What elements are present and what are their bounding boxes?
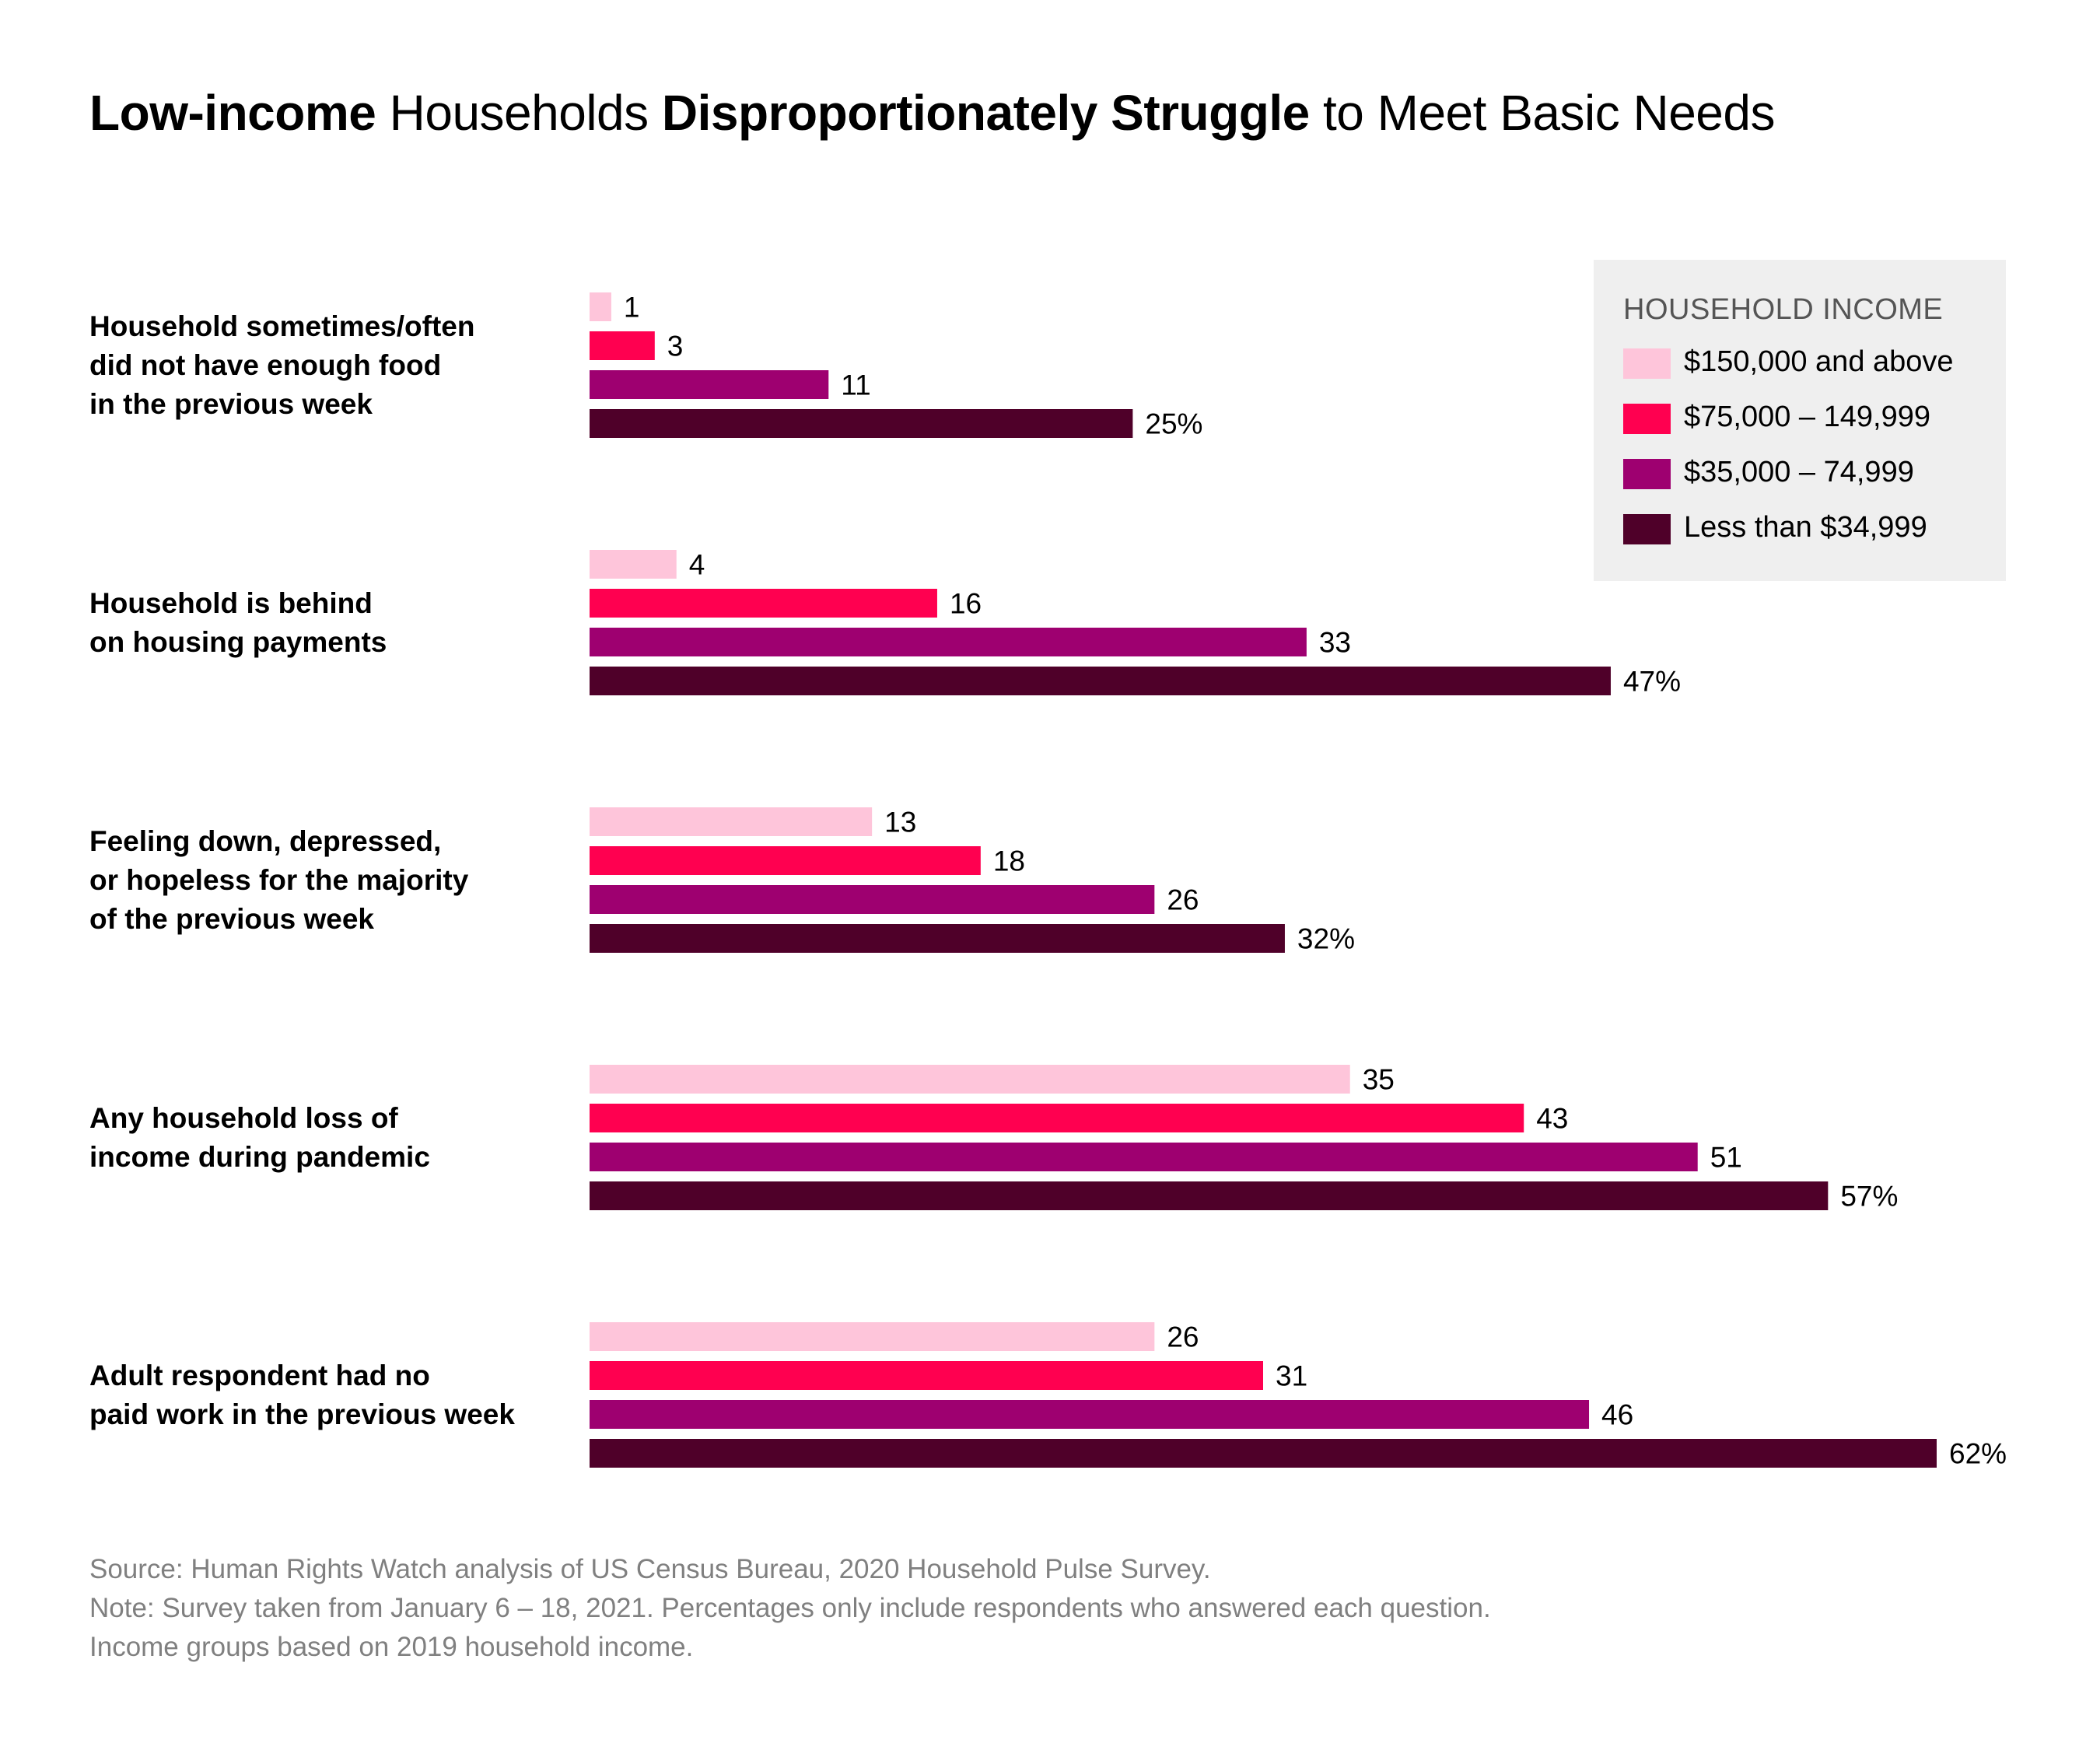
bar xyxy=(590,924,1285,953)
bar xyxy=(590,1143,1698,1171)
category-label-line: Feeling down, depressed, xyxy=(89,824,442,857)
category-label-line: on housing payments xyxy=(89,625,387,658)
source-note: Source: Human Rights Watch analysis of U… xyxy=(89,1554,1211,1584)
category-label-line: did not have enough food xyxy=(89,348,442,381)
legend-swatch xyxy=(1623,404,1671,434)
data-label: 46 xyxy=(1601,1399,1633,1431)
data-label: 31 xyxy=(1276,1360,1307,1392)
data-label: 32% xyxy=(1297,923,1355,955)
legend-label: Less than $34,999 xyxy=(1684,511,1927,544)
legend-title: HOUSEHOLD INCOME xyxy=(1623,293,1944,326)
category-label-line: Household is behind xyxy=(89,586,373,619)
title-part: to Meet Basic Needs xyxy=(1309,85,1776,141)
legend-swatch xyxy=(1623,348,1671,379)
data-label: 51 xyxy=(1710,1142,1742,1174)
category-label-line: or hopeless for the majority xyxy=(89,863,469,896)
data-label: 3 xyxy=(667,331,684,362)
legend-label: $75,000 – 149,999 xyxy=(1684,401,1930,433)
income-note: Income groups based on 2019 household in… xyxy=(89,1632,694,1662)
data-label: 33 xyxy=(1319,627,1351,659)
bar xyxy=(590,628,1307,656)
data-label: 1 xyxy=(624,292,640,324)
category-label-line: of the previous week xyxy=(89,902,374,935)
data-label: 25% xyxy=(1145,408,1202,440)
data-label: 18 xyxy=(993,845,1025,877)
title-part: Low-income xyxy=(89,85,376,141)
data-label: 4 xyxy=(689,549,705,581)
data-label: 26 xyxy=(1167,1321,1199,1353)
legend-swatch xyxy=(1623,459,1671,489)
bar xyxy=(590,807,873,836)
category-label: Feeling down, depressed, or hopeless for … xyxy=(89,822,468,939)
category-label-line: Adult respondent had no xyxy=(89,1359,430,1391)
category-label-line: Household sometimes/often xyxy=(89,310,475,342)
category-label-line: in the previous week xyxy=(89,387,373,420)
legend: HOUSEHOLD INCOME $150,000 and above $75,… xyxy=(1594,260,2006,581)
data-label: 11 xyxy=(841,369,870,401)
bar xyxy=(590,667,1611,695)
bar xyxy=(590,1400,1590,1429)
bar xyxy=(590,292,611,321)
bar xyxy=(590,885,1155,914)
legend-label: $150,000 and above xyxy=(1684,345,1954,378)
bar xyxy=(590,589,937,618)
data-label: 62% xyxy=(1949,1438,2007,1470)
bar xyxy=(590,1361,1263,1390)
bar xyxy=(590,846,981,875)
footnotes: Source: Human Rights Watch analysis of U… xyxy=(89,1550,1491,1667)
title-part: Disproportionately Struggle xyxy=(661,85,1310,141)
bar xyxy=(590,370,829,399)
category-label: Adult respondent had no paid work in the … xyxy=(89,1356,515,1434)
chart-title: Low-income Households Disproportionately… xyxy=(89,84,1775,142)
category-label-line: Any household loss of xyxy=(89,1101,398,1134)
data-label: 47% xyxy=(1623,666,1681,698)
data-label: 43 xyxy=(1536,1103,1568,1135)
bar xyxy=(590,1181,1829,1210)
bar xyxy=(590,1439,1937,1468)
category-label: Any household loss of income during pande… xyxy=(89,1099,430,1177)
bar xyxy=(590,1065,1350,1094)
data-label: 35 xyxy=(1363,1064,1395,1096)
bar xyxy=(590,1104,1524,1132)
data-label: 26 xyxy=(1167,884,1199,916)
data-label: 57% xyxy=(1840,1181,1898,1213)
bar xyxy=(590,550,677,579)
category-label: Household sometimes/often did not have en… xyxy=(89,307,474,424)
bar xyxy=(590,409,1133,438)
survey-note: Note: Survey taken from January 6 – 18, … xyxy=(89,1593,1491,1623)
data-label: 13 xyxy=(884,807,916,838)
legend-swatch xyxy=(1623,514,1671,544)
category-label-line: paid work in the previous week xyxy=(89,1398,515,1430)
bar xyxy=(590,1322,1155,1351)
data-label: 16 xyxy=(950,588,982,620)
category-label-line: income during pandemic xyxy=(89,1140,430,1173)
category-label: Household is behind on housing payments xyxy=(89,584,387,662)
title-part: Households xyxy=(376,85,662,141)
bar xyxy=(590,331,655,360)
legend-label: $35,000 – 74,999 xyxy=(1684,456,1914,488)
